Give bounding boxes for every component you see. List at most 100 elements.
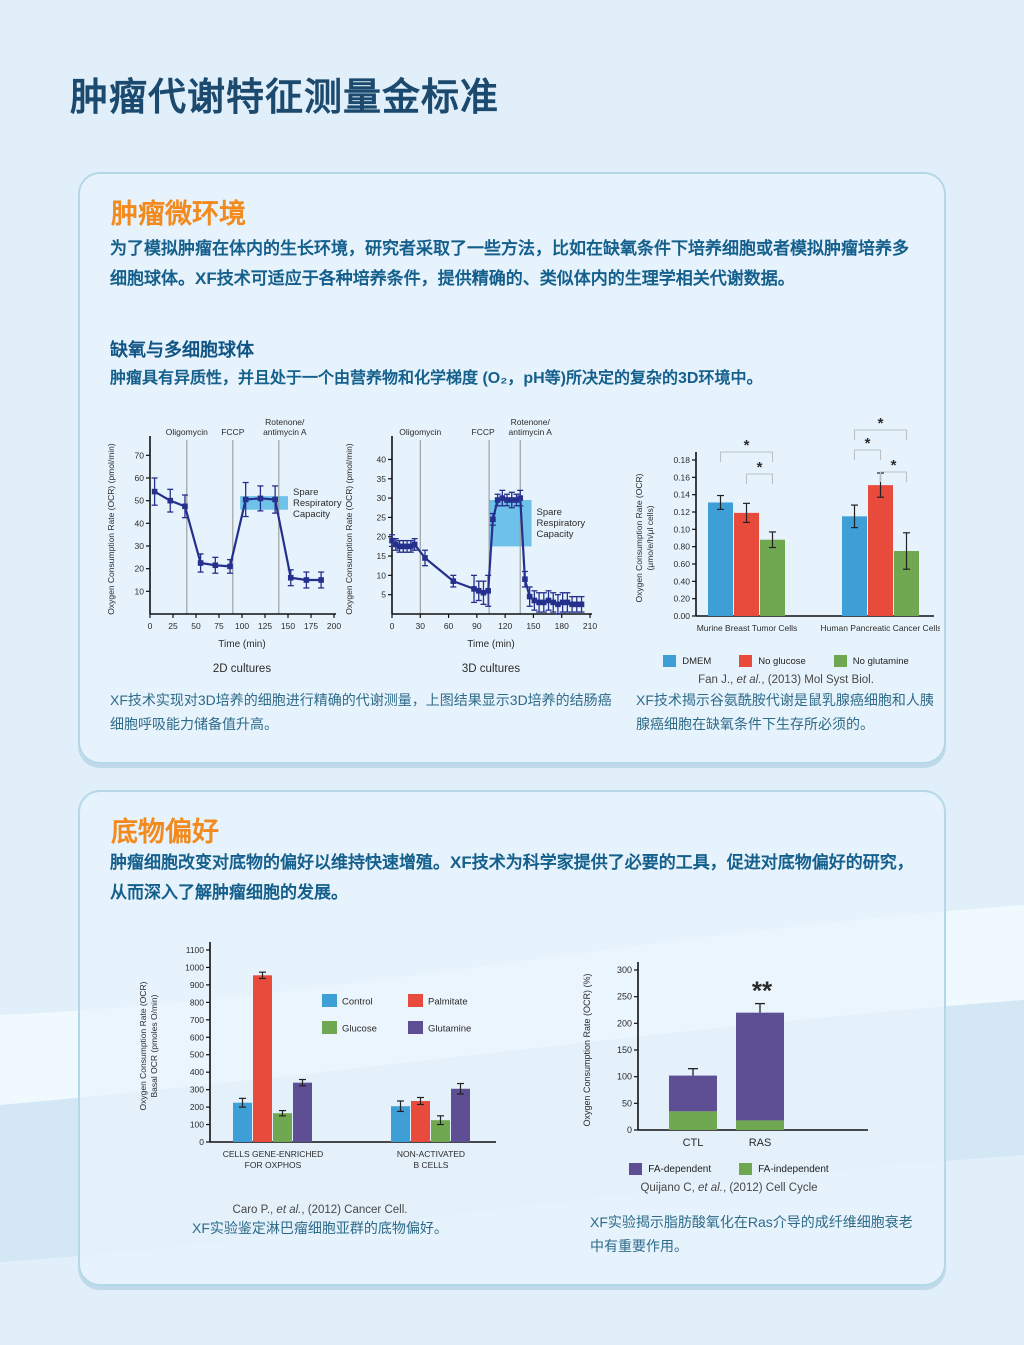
svg-text:Oxygen Consumption Rate (OCR): Oxygen Consumption Rate (OCR) [138,981,148,1110]
svg-text:125: 125 [258,621,272,631]
svg-text:70: 70 [135,450,145,460]
chart-2d-cultures: Spare Respiratory Capacity Oligomycin FCCP Ro… [104,414,344,687]
fa-independent-legend-chip [739,1163,753,1175]
substrate-preference-bars-svg: 0 100 200 300 400 500 600 700 800 900 1000 1100 CELL… [138,942,496,1170]
svg-text:(μmo/e/h/μl cells): (μmo/e/h/μl cells) [645,505,655,570]
svg-text:200: 200 [327,621,341,631]
svg-text:15: 15 [377,551,387,561]
svg-text:Oligomycin: Oligomycin [166,427,208,437]
svg-text:FCCP: FCCP [472,427,495,437]
no-glutamine-legend-chip [833,655,847,667]
svg-text:180: 180 [555,621,569,631]
svg-text:Basal OCR (pmoles O/min): Basal OCR (pmoles O/min) [149,994,159,1097]
svg-text:1100: 1100 [186,945,205,955]
svg-text:**: ** [752,976,773,1006]
svg-text:0.14: 0.14 [673,490,690,500]
svg-text:100: 100 [190,1120,204,1130]
svg-text:700: 700 [190,1015,204,1025]
svg-text:30: 30 [416,621,426,631]
svg-text:CELLS GENE-ENRICHED: CELLS GENE-ENRICHED [223,1149,324,1159]
svg-text:*: * [891,457,897,474]
svg-text:0: 0 [390,621,395,631]
citation: Quijano C, et al., (2012) Cell Cycle [640,1182,818,1194]
svg-text:60: 60 [444,621,454,631]
legend-label: FA-dependent [648,1163,712,1175]
svg-text:40: 40 [135,518,145,528]
svg-text:Human Pancreatic Cancer Cells: Human Pancreatic Cancer Cells [821,623,940,633]
svg-text:Spare: Spare [293,487,318,498]
svg-text:50: 50 [191,621,201,631]
svg-text:2D cultures: 2D cultures [213,663,271,675]
svg-text:200: 200 [617,1018,632,1028]
svg-text:Oxygen Consumption Rate (OCR): Oxygen Consumption Rate (OCR) (pmol/min) [344,443,354,615]
tumor-env-intro: 为了模拟肿瘤在体内的生长环境，研究者采取了一些方法，比如在缺氧条件下培养细胞或者… [110,239,909,288]
dmem-legend-chip [663,655,677,667]
svg-text:Oxygen Consumption Rate (OCR): Oxygen Consumption Rate (OCR) (%) [582,973,592,1126]
svg-text:20: 20 [135,564,145,574]
svg-text:antimycin A: antimycin A [263,427,307,437]
svg-text:200: 200 [190,1102,204,1112]
svg-text:75: 75 [214,621,224,631]
svg-text:900: 900 [190,980,204,990]
svg-text:90: 90 [472,621,482,631]
chart-legend: FA-dependent FA-independent [578,1163,880,1175]
tumor-env-heading: 肿瘤微环境 [111,199,246,229]
svg-text:Oligomycin: Oligomycin [399,427,441,437]
svg-text:0.20: 0.20 [673,594,690,604]
hypoxia-subheading: 缺氧与多细胞球体 [110,340,254,360]
svg-text:Time (min): Time (min) [218,639,265,650]
svg-text:25: 25 [168,621,178,631]
svg-text:Capacity: Capacity [537,529,574,540]
svg-text:Murine Breast Tumor Cells: Murine Breast Tumor Cells [697,623,798,633]
svg-text:Rotenone/: Rotenone/ [265,417,305,427]
svg-text:300: 300 [617,965,632,975]
svg-text:0.16: 0.16 [673,472,690,482]
svg-text:100: 100 [617,1072,632,1082]
svg-text:RAS: RAS [749,1137,772,1149]
svg-text:400: 400 [190,1067,204,1077]
svg-text:120: 120 [498,621,512,631]
svg-text:20: 20 [377,532,387,542]
svg-text:60: 60 [135,473,145,483]
svg-text:Oxygen Consumption Rate (OCR): Oxygen Consumption Rate (OCR) [634,473,644,602]
svg-text:0.60: 0.60 [673,559,690,569]
svg-text:25: 25 [377,512,387,522]
svg-text:50: 50 [135,496,145,506]
svg-text:antimycin A: antimycin A [508,427,552,437]
svg-text:0.80: 0.80 [673,542,690,552]
svg-text:30: 30 [377,493,387,503]
svg-text:250: 250 [617,992,632,1002]
svg-text:NON-ACTIVATED: NON-ACTIVATED [397,1149,465,1159]
svg-text:35: 35 [377,474,387,484]
svg-text:175: 175 [304,621,318,631]
svg-text:800: 800 [190,997,204,1007]
svg-text:Respiratory: Respiratory [537,518,586,529]
caption-2d3d: XF技术实现对3D培养的细胞进行精确的代谢测量，上图结果显示3D培养的结肠癌细胞… [110,692,612,732]
svg-text:Respiratory: Respiratory [293,498,342,509]
citation: Fan J., et al., (2013) Mol Syst Biol. [698,674,874,686]
svg-text:Control: Control [342,997,373,1008]
svg-text:Rotenone/: Rotenone/ [511,417,551,427]
svg-text:210: 210 [583,621,597,631]
chart-hypoxia-bars: 0.00 0.20 0.40 0.60 0.80 0.10 0.12 0.14 0.16 0.18… [632,408,941,686]
svg-text:0.00: 0.00 [673,611,690,621]
svg-text:Capacity: Capacity [293,509,330,520]
svg-text:40: 40 [377,454,387,464]
svg-text:3D cultures: 3D cultures [462,663,520,675]
svg-text:Time (min): Time (min) [467,639,514,650]
section-tumor-microenvironment: 肿瘤微环境 为了模拟肿瘤在体内的生长环境，研究者采取了一些方法，比如在缺氧条件下… [78,172,946,764]
svg-text:0.40: 0.40 [673,576,690,586]
svg-text:0: 0 [627,1125,632,1135]
chart-fa-oxidation: 0 50 100 150 200 250 300 CTL RAS ** Oxygen Consump… [578,954,880,1194]
substrate-heading: 底物偏好 [111,817,219,847]
svg-text:150: 150 [617,1045,632,1055]
svg-text:10: 10 [135,586,145,596]
svg-text:50: 50 [622,1098,632,1108]
svg-text:0: 0 [148,621,153,631]
page-title: 肿瘤代谢特征测量金标准 [70,77,500,119]
svg-text:Spare: Spare [537,507,562,518]
chart-3d-cultures: Spare Respiratory Capacity Oligomycin FCCP Ro… [342,414,604,687]
svg-text:30: 30 [135,541,145,551]
